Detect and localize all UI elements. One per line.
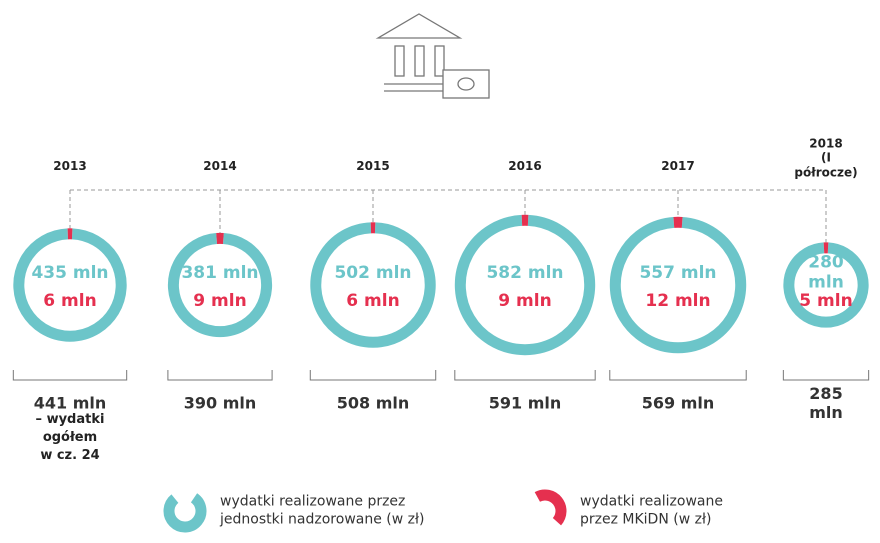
- ring-segment: [454, 214, 596, 356]
- total-bracket: [12, 370, 128, 381]
- total-label: 390 mln: [183, 393, 257, 413]
- legend-label: wydatki realizowane przez jednostki nadz…: [220, 493, 425, 528]
- year-label: 2016: [508, 158, 542, 173]
- value-label: 6 mln: [346, 290, 400, 311]
- legend-swatch: [163, 493, 207, 533]
- total-label: 285 mln: [809, 383, 843, 422]
- ring-segment: [13, 228, 127, 342]
- total-label: 508 mln: [336, 393, 410, 413]
- total-bracket: [167, 370, 273, 381]
- value-label: 502 mln: [334, 262, 412, 283]
- value-label: 582 mln: [486, 262, 564, 283]
- year-label: 2013: [53, 158, 87, 173]
- value-label: 557 mln: [639, 262, 717, 283]
- value-label: 9 mln: [193, 290, 247, 311]
- value-label: 6 mln: [43, 290, 97, 311]
- value-label: 280 mln: [808, 252, 844, 293]
- value-label: 12 mln: [645, 290, 711, 311]
- year-label: 2018 (I półrocze): [794, 136, 858, 180]
- total-bracket: [454, 370, 596, 381]
- value-label: 381 mln: [181, 262, 259, 283]
- total-bracket: [309, 370, 437, 381]
- ring-segment: [167, 233, 273, 338]
- value-label: 5 mln: [799, 290, 853, 311]
- ring-segment: [609, 216, 747, 354]
- value-label: 9 mln: [498, 290, 552, 311]
- bank-money-icon: [375, 13, 490, 99]
- year-label: 2017: [661, 158, 695, 173]
- year-label: 2015: [356, 158, 390, 173]
- total-bracket: [782, 370, 870, 381]
- total-bracket: [609, 370, 747, 381]
- value-label: 435 mln: [31, 262, 109, 283]
- ring-segment: [310, 222, 436, 348]
- legend-swatch: [534, 489, 567, 526]
- total-label: 569 mln: [641, 393, 715, 413]
- ring-segment: [783, 242, 869, 328]
- legend-label: wydatki realizowane przez MKiDN (w zł): [580, 493, 723, 528]
- total-label: 441 mln: [33, 393, 107, 413]
- total-label: 591 mln: [488, 393, 562, 413]
- annotation: – wydatki ogółem w cz. 24: [35, 412, 105, 463]
- year-label: 2014: [203, 158, 237, 173]
